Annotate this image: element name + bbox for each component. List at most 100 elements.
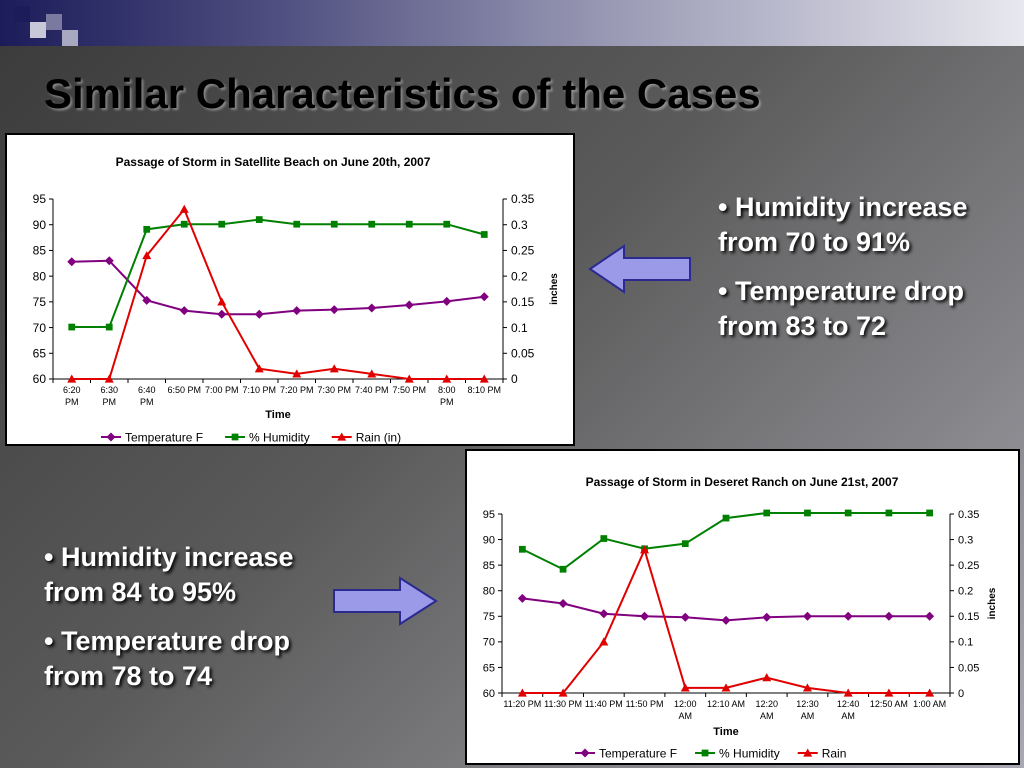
bullets-top: • Humidity increase from 70 to 91% • Tem…: [718, 190, 1018, 358]
chart-title: Passage of Storm in Deseret Ranch on Jun…: [586, 475, 899, 489]
diamond-marker: [762, 612, 772, 622]
square-marker: [763, 509, 771, 517]
diamond-marker: [142, 295, 152, 305]
x-tick-label: PM: [103, 397, 117, 407]
decor-square: [14, 6, 30, 22]
y2-tick-label: 0.25: [511, 244, 535, 258]
diamond-marker: [721, 615, 731, 625]
decor-square: [62, 30, 78, 46]
y-tick-label: 65: [33, 346, 47, 360]
bullet-temperature: • Temperature drop from 78 to 74: [44, 626, 290, 691]
right-arrow-icon: [333, 576, 438, 626]
triangle-marker: [680, 683, 690, 692]
square-marker: [701, 749, 709, 757]
y-tick-label: 85: [483, 560, 495, 572]
x-tick-label: 11:30 PM: [544, 699, 582, 709]
triangle-marker: [329, 364, 339, 373]
diamond-marker: [479, 292, 489, 302]
square-marker: [330, 220, 338, 228]
triangle-marker: [442, 374, 452, 383]
y-tick-label: 60: [483, 688, 495, 700]
y-tick-label: 95: [33, 192, 47, 206]
x-tick-label: 12:30: [796, 699, 819, 709]
x-tick-label: 11:50 PM: [626, 699, 664, 709]
x-tick-label: 12:50 AM: [870, 699, 908, 709]
square-marker: [480, 231, 488, 238]
square-marker: [405, 220, 413, 228]
square-marker: [443, 220, 451, 228]
legend-label: Rain: [822, 747, 847, 761]
chart-svg: Passage of Storm in Deseret Ranch on Jun…: [483, 475, 998, 761]
diamond-marker: [580, 748, 590, 758]
triangle-marker: [292, 369, 302, 378]
bullet-temperature: • Temperature drop from 83 to 72: [718, 276, 964, 341]
square-marker: [143, 225, 151, 233]
y2-tick-label: 0.35: [511, 192, 535, 206]
square-marker: [722, 514, 730, 522]
y2-tick-label: 0.05: [958, 662, 979, 674]
y2-tick-label: 0.1: [511, 321, 528, 335]
triangle-marker: [367, 369, 377, 378]
triangle-marker: [762, 673, 772, 682]
diamond-marker: [843, 611, 853, 621]
square-marker: [180, 220, 188, 228]
y-tick-label: 60: [33, 372, 47, 386]
x-tick-label: 12:00: [674, 699, 697, 709]
triangle-marker: [337, 432, 347, 441]
y-tick-label: 90: [483, 534, 495, 546]
y2-tick-label: 0.2: [511, 269, 528, 283]
x-tick-label: 6:30: [100, 385, 118, 395]
decor-square: [46, 14, 62, 30]
y-tick-label: 70: [33, 321, 47, 335]
diamond-marker: [106, 432, 116, 442]
y2-tick-label: 0: [511, 372, 518, 386]
triangle-marker: [179, 204, 189, 213]
y2-tick-label: 0.15: [958, 611, 979, 623]
x-tick-label: AM: [801, 711, 815, 721]
y2-tick-label: 0.35: [958, 509, 979, 521]
chart-satellite-beach: Passage of Storm in Satellite Beach on J…: [5, 133, 575, 446]
x-tick-label: 8:10 PM: [467, 385, 501, 395]
diamond-marker: [367, 303, 377, 313]
legend-label: Rain (in): [356, 431, 401, 445]
x-tick-label: 6:40: [138, 385, 156, 395]
x-axis-label: Time: [713, 726, 738, 738]
square-marker: [293, 220, 301, 228]
diamond-marker: [217, 309, 227, 319]
x-tick-label: PM: [65, 397, 79, 407]
square-marker: [105, 323, 113, 331]
square-marker: [885, 509, 893, 517]
left-arrow-icon: [588, 244, 691, 294]
chart-title: Passage of Storm in Satellite Beach on J…: [116, 155, 431, 169]
y-tick-label: 80: [483, 586, 495, 598]
slide-title: Similar Characteristics of the Cases: [44, 70, 761, 117]
x-tick-label: 7:30 PM: [317, 385, 351, 395]
x-tick-label: 6:50 PM: [167, 385, 201, 395]
triangle-marker: [802, 683, 812, 692]
triangle-marker: [67, 374, 77, 383]
diamond-marker: [67, 257, 77, 267]
triangle-marker: [884, 688, 894, 697]
diamond-marker: [558, 599, 568, 608]
x-tick-label: AM: [760, 711, 774, 721]
y2-tick-label: 0.2: [958, 586, 973, 598]
x-tick-label: PM: [440, 397, 454, 407]
triangle-marker: [142, 251, 152, 260]
y-tick-label: 75: [33, 295, 47, 309]
square-marker: [68, 323, 76, 331]
bullet-humidity: • Humidity increase from 84 to 95%: [44, 542, 294, 607]
square-marker: [255, 216, 263, 223]
square-marker: [518, 545, 526, 553]
y-tick-label: 85: [33, 244, 47, 258]
triangle-marker: [254, 364, 264, 373]
diamond-marker: [104, 256, 114, 266]
legend-label: Temperature F: [599, 747, 677, 761]
diamond-marker: [925, 611, 935, 621]
y-tick-label: 70: [483, 637, 495, 649]
y2-axis-label: inches: [987, 587, 998, 619]
y2-axis-label: inches: [549, 273, 560, 305]
diamond-marker: [640, 611, 650, 621]
triangle-marker: [721, 683, 731, 692]
diamond-marker: [884, 611, 894, 621]
x-tick-label: 11:20 PM: [503, 699, 541, 709]
